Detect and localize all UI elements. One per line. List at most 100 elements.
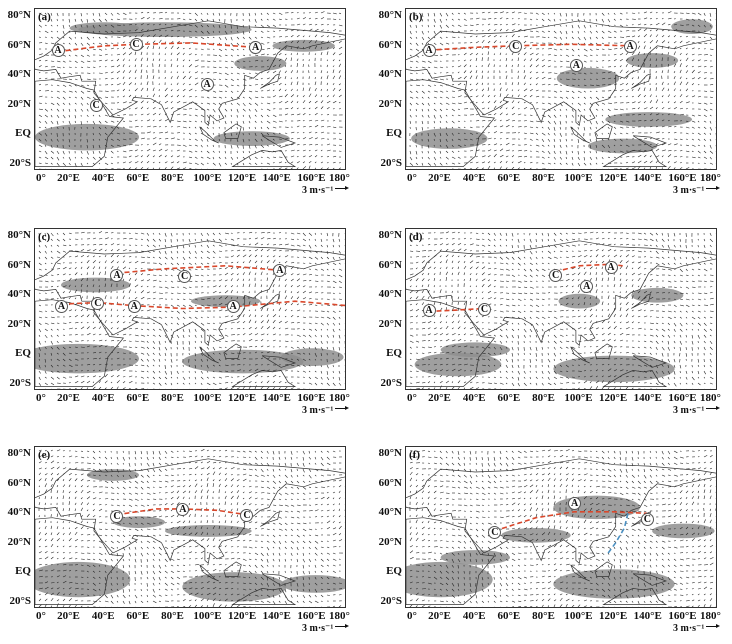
coastline (570, 126, 590, 144)
coastline (231, 150, 297, 167)
longitude-tick-label: 140°E (633, 172, 662, 184)
cyclone-marker: C (640, 513, 654, 527)
shaded-region (553, 355, 675, 383)
latitude-tick-label: 20°S (9, 594, 31, 607)
anticyclone-marker: A (55, 299, 68, 313)
longitude-tick-label: 180° (700, 392, 721, 404)
latitude-tick-label: 20°S (9, 376, 31, 389)
wind-field-map (406, 449, 716, 607)
shaded-region (406, 561, 493, 598)
shaded-region (440, 550, 510, 565)
anticyclone-marker: A (569, 58, 583, 72)
longitude-tick-label: 80°E (161, 610, 184, 622)
panel-label: (e) (38, 449, 51, 461)
longitude-tick-label: 80°E (532, 610, 555, 622)
anticyclone-marker: A (226, 299, 240, 313)
coastline (261, 135, 297, 148)
reference-arrow-icon (335, 185, 350, 193)
coastline (260, 511, 280, 527)
reference-vector: 3 m·s⁻¹ (673, 623, 721, 634)
longitude-tick-label: 120°E (228, 172, 257, 184)
longitude-tick-label: 0° (36, 392, 46, 404)
longitude-tick-label: 180° (329, 172, 350, 184)
longitude-tick-label: 140°E (262, 392, 291, 404)
latitude-tick-label: 60°N (7, 38, 31, 51)
reference-vector: 3 m·s⁻¹ (302, 405, 350, 416)
latitude-tick-label: 20°N (7, 535, 31, 548)
latitude-tick-label: EQ (386, 565, 402, 578)
reference-vector-label: 3 m·s⁻¹ (673, 623, 705, 634)
coastline (631, 73, 651, 89)
longitude-tick-label: 80°E (532, 172, 555, 184)
latitude-tick-label: EQ (15, 127, 31, 140)
coastline (223, 123, 242, 139)
longitude-tick-label: 160°E (668, 172, 697, 184)
longitude-tick-label: 20°E (428, 392, 451, 404)
reference-arrow-icon (335, 405, 350, 413)
coastline (602, 588, 668, 605)
latitude-tick-label: 80°N (7, 447, 31, 460)
latitude-tick-label: 80°N (7, 229, 31, 242)
wind-field-map (406, 231, 716, 389)
anticyclone-marker: A (273, 264, 287, 278)
map-panel: (a) A C A A C (34, 8, 346, 170)
latitude-tick-label: 60°N (7, 258, 31, 271)
longitude-tick-label: 0° (36, 610, 46, 622)
coastline (602, 370, 668, 387)
reference-arrow-icon (335, 623, 350, 631)
latitude-tick-label: 60°N (378, 38, 402, 51)
longitude-tick-label: 140°E (262, 610, 291, 622)
anticyclone-marker: A (176, 502, 190, 516)
longitude-tick-label: 160°E (297, 610, 326, 622)
shaded-region (35, 343, 139, 374)
coastline (260, 73, 280, 89)
reference-arrow-icon (706, 405, 721, 413)
reference-vector-label: 3 m·s⁻¹ (673, 185, 705, 196)
longitude-tick-label: 60°E (497, 172, 521, 184)
shaded-region (588, 138, 658, 154)
longitude-tick-label: 120°E (599, 610, 628, 622)
shaded-region (87, 469, 139, 481)
shaded-region (605, 112, 692, 127)
map-panel: (f) C A C (405, 446, 717, 608)
coastline (35, 458, 345, 564)
reference-vector: 3 m·s⁻¹ (673, 185, 721, 196)
map-panel: (b) A C A A (405, 8, 717, 170)
longitude-tick-label: 120°E (228, 610, 257, 622)
wind-field-map (35, 449, 345, 607)
coastline (223, 343, 242, 359)
cyclone-marker: C (91, 296, 105, 310)
longitude-tick-label: 100°E (564, 392, 593, 404)
coastline (231, 588, 297, 605)
coastline (223, 561, 242, 577)
coastline (199, 126, 219, 144)
longitude-tick-label: 140°E (633, 610, 662, 622)
cyclone-marker: C (509, 39, 523, 53)
panel-label: (f) (409, 449, 420, 461)
longitude-tick-label: 40°E (91, 172, 115, 184)
cyclone-marker: C (110, 510, 124, 524)
wind-vectors (409, 11, 716, 169)
anticyclone-marker: A (568, 496, 582, 510)
shaded-region (626, 53, 679, 68)
latitude-tick-label: EQ (386, 347, 402, 360)
longitude-tick-label: 100°E (564, 610, 593, 622)
latitude-tick-label: 80°N (378, 447, 402, 460)
longitude-tick-label: 20°E (57, 172, 80, 184)
longitude-tick-label: 180° (700, 610, 721, 622)
latitude-tick-label: 60°N (378, 476, 402, 489)
cyclone-marker: C (89, 98, 103, 112)
longitude-tick-label: 0° (407, 172, 417, 184)
coastline (35, 79, 125, 167)
reference-vector-label: 3 m·s⁻¹ (302, 623, 334, 634)
longitude-tick-label: 100°E (193, 610, 222, 622)
longitude-tick-label: 160°E (297, 392, 326, 404)
reference-arrow-icon (706, 623, 721, 631)
longitude-tick-label: 20°E (57, 610, 80, 622)
coastline (632, 135, 668, 148)
longitude-tick-label: 140°E (633, 392, 662, 404)
coastline (261, 355, 297, 368)
longitude-tick-label: 60°E (126, 610, 150, 622)
longitude-tick-label: 40°E (462, 610, 486, 622)
panel-label: (c) (38, 231, 51, 243)
